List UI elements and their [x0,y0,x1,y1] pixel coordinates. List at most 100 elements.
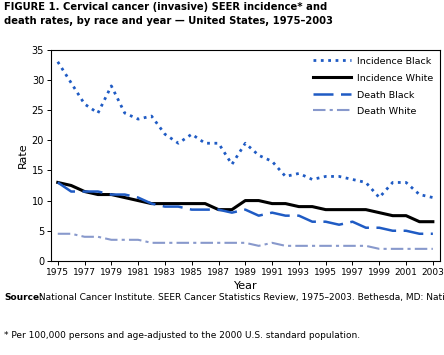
Incidence White [135,198,141,203]
Incidence White [202,201,208,206]
Incidence White [350,207,355,212]
Incidence White [68,183,74,187]
Incidence Black [95,111,101,115]
Text: * Per 100,000 persons and age-adjusted to the 2000 U.S. standard population.: * Per 100,000 persons and age-adjusted t… [4,331,361,340]
Incidence Black [323,174,329,179]
Y-axis label: Rate: Rate [17,142,28,168]
Death White [430,247,436,251]
Text: Source:: Source: [4,293,43,302]
Death Black [95,189,101,193]
Death White [404,247,409,251]
Text: death rates, by race and year — United States, 1975–2003: death rates, by race and year — United S… [4,16,333,26]
Incidence White [283,201,288,206]
Incidence Black [202,141,208,146]
Death White [350,244,355,248]
Incidence White [296,204,301,209]
Death White [135,238,141,242]
Incidence Black [404,180,409,185]
Death White [162,241,167,245]
Death White [377,247,382,251]
Death Black [229,211,234,215]
Incidence White [377,211,382,215]
Incidence Black [417,192,422,197]
Death White [109,238,114,242]
Incidence Black [363,180,369,185]
X-axis label: Year: Year [234,281,257,291]
Death Black [135,195,141,200]
Death White [82,235,87,239]
Line: Incidence Black: Incidence Black [58,62,433,197]
Incidence White [149,201,154,206]
Incidence White [189,201,194,206]
Death Black [337,223,342,227]
Death White [417,247,422,251]
Death Black [242,207,248,212]
Incidence White [270,201,275,206]
Death White [189,241,194,245]
Incidence Black [309,177,315,181]
Death White [149,241,154,245]
Death Black [82,189,87,193]
Death White [95,235,101,239]
Death White [202,241,208,245]
Incidence Black [296,171,301,175]
Death Black [216,207,221,212]
Incidence White [216,207,221,212]
Incidence Black [229,162,234,166]
Death White [256,244,262,248]
Incidence White [404,213,409,218]
Death White [270,241,275,245]
Death White [309,244,315,248]
Death Black [109,192,114,197]
Incidence Black [377,195,382,200]
Death Black [377,226,382,230]
Death White [122,238,127,242]
Death White [390,247,395,251]
Death White [337,244,342,248]
Death White [283,244,288,248]
Legend: Incidence Black, Incidence White, Death Black, Death White: Incidence Black, Incidence White, Death … [309,53,437,120]
Incidence Black [270,159,275,163]
Incidence Black [122,111,127,115]
Incidence Black [176,141,181,146]
Death White [68,231,74,236]
Incidence White [82,189,87,193]
Incidence Black [149,114,154,118]
Death Black [283,213,288,218]
Death White [296,244,301,248]
Incidence White [256,198,262,203]
Incidence Black [430,195,436,200]
Death Black [296,213,301,218]
Death Black [68,189,74,193]
Incidence White [122,195,127,200]
Incidence Black [350,177,355,181]
Incidence White [430,219,436,224]
Incidence White [162,201,167,206]
Incidence Black [55,60,60,64]
Death Black [55,180,60,185]
Death Black [309,219,315,224]
Incidence Black [135,117,141,121]
Death Black [270,211,275,215]
Death Black [404,229,409,233]
Incidence Black [68,81,74,85]
Death Black [256,213,262,218]
Death Black [430,231,436,236]
Incidence White [242,198,248,203]
Line: Death Black: Death Black [58,182,433,234]
Death Black [350,219,355,224]
Incidence Black [189,132,194,136]
Incidence White [337,207,342,212]
Death Black [162,204,167,209]
Incidence Black [242,141,248,146]
Incidence Black [216,141,221,146]
Death White [242,241,248,245]
Incidence White [95,192,101,197]
Incidence White [109,192,114,197]
Incidence Black [283,174,288,179]
Text: FIGURE 1. Cervical cancer (invasive) SEER incidence* and: FIGURE 1. Cervical cancer (invasive) SEE… [4,2,328,12]
Death Black [189,207,194,212]
Incidence White [55,180,60,185]
Text: National Cancer Institute. SEER Cancer Statistics Review, 1975–2003. Bethesda, M: National Cancer Institute. SEER Cancer S… [36,293,444,302]
Death Black [363,226,369,230]
